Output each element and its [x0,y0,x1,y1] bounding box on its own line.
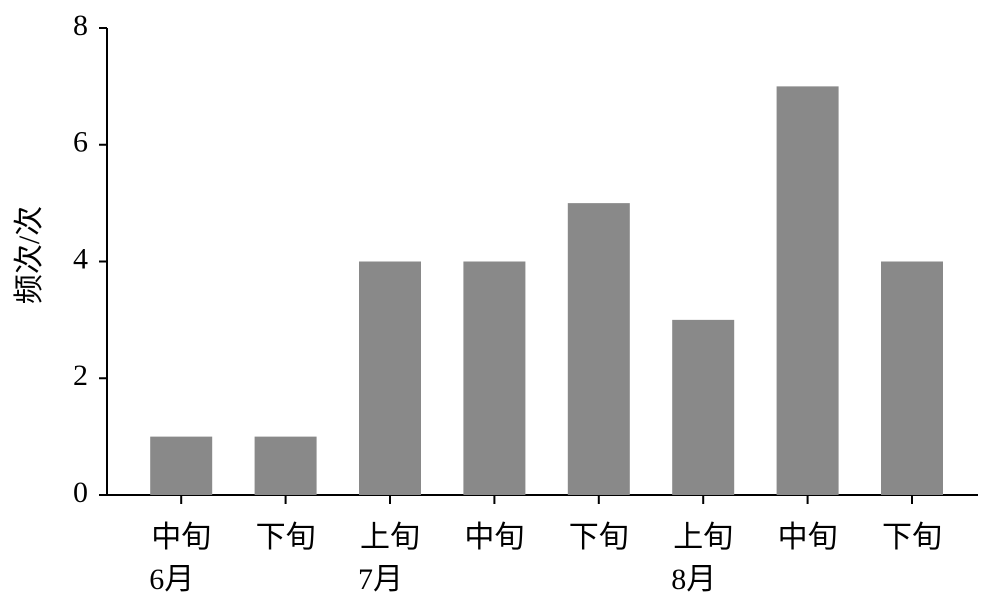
bar [254,436,317,495]
bar [359,261,421,495]
bar [463,261,526,495]
group-label: 8月 [671,563,716,596]
y-tick-label: 0 [73,476,88,509]
bar [672,319,735,495]
x-tick-label: 中旬 [464,521,524,554]
x-tick-label: 中旬 [151,521,211,554]
group-label: 7月 [358,563,403,596]
bar [567,203,630,495]
x-tick-label: 上旬 [360,521,420,554]
x-tick-label: 下旬 [882,521,942,554]
x-tick-label: 下旬 [256,521,316,554]
bar [150,436,213,495]
x-tick-label: 下旬 [569,521,629,554]
bar [776,86,839,495]
y-tick-label: 8 [73,9,88,42]
x-tick-label: 上旬 [673,521,733,554]
bar [881,261,943,495]
y-tick-label: 4 [73,242,88,275]
y-axis-label: 频次/次 [13,206,46,304]
group-label: 6月 [149,563,194,596]
x-tick-label: 中旬 [778,521,838,554]
y-tick-label: 2 [73,359,88,392]
y-tick-label: 6 [73,126,88,159]
